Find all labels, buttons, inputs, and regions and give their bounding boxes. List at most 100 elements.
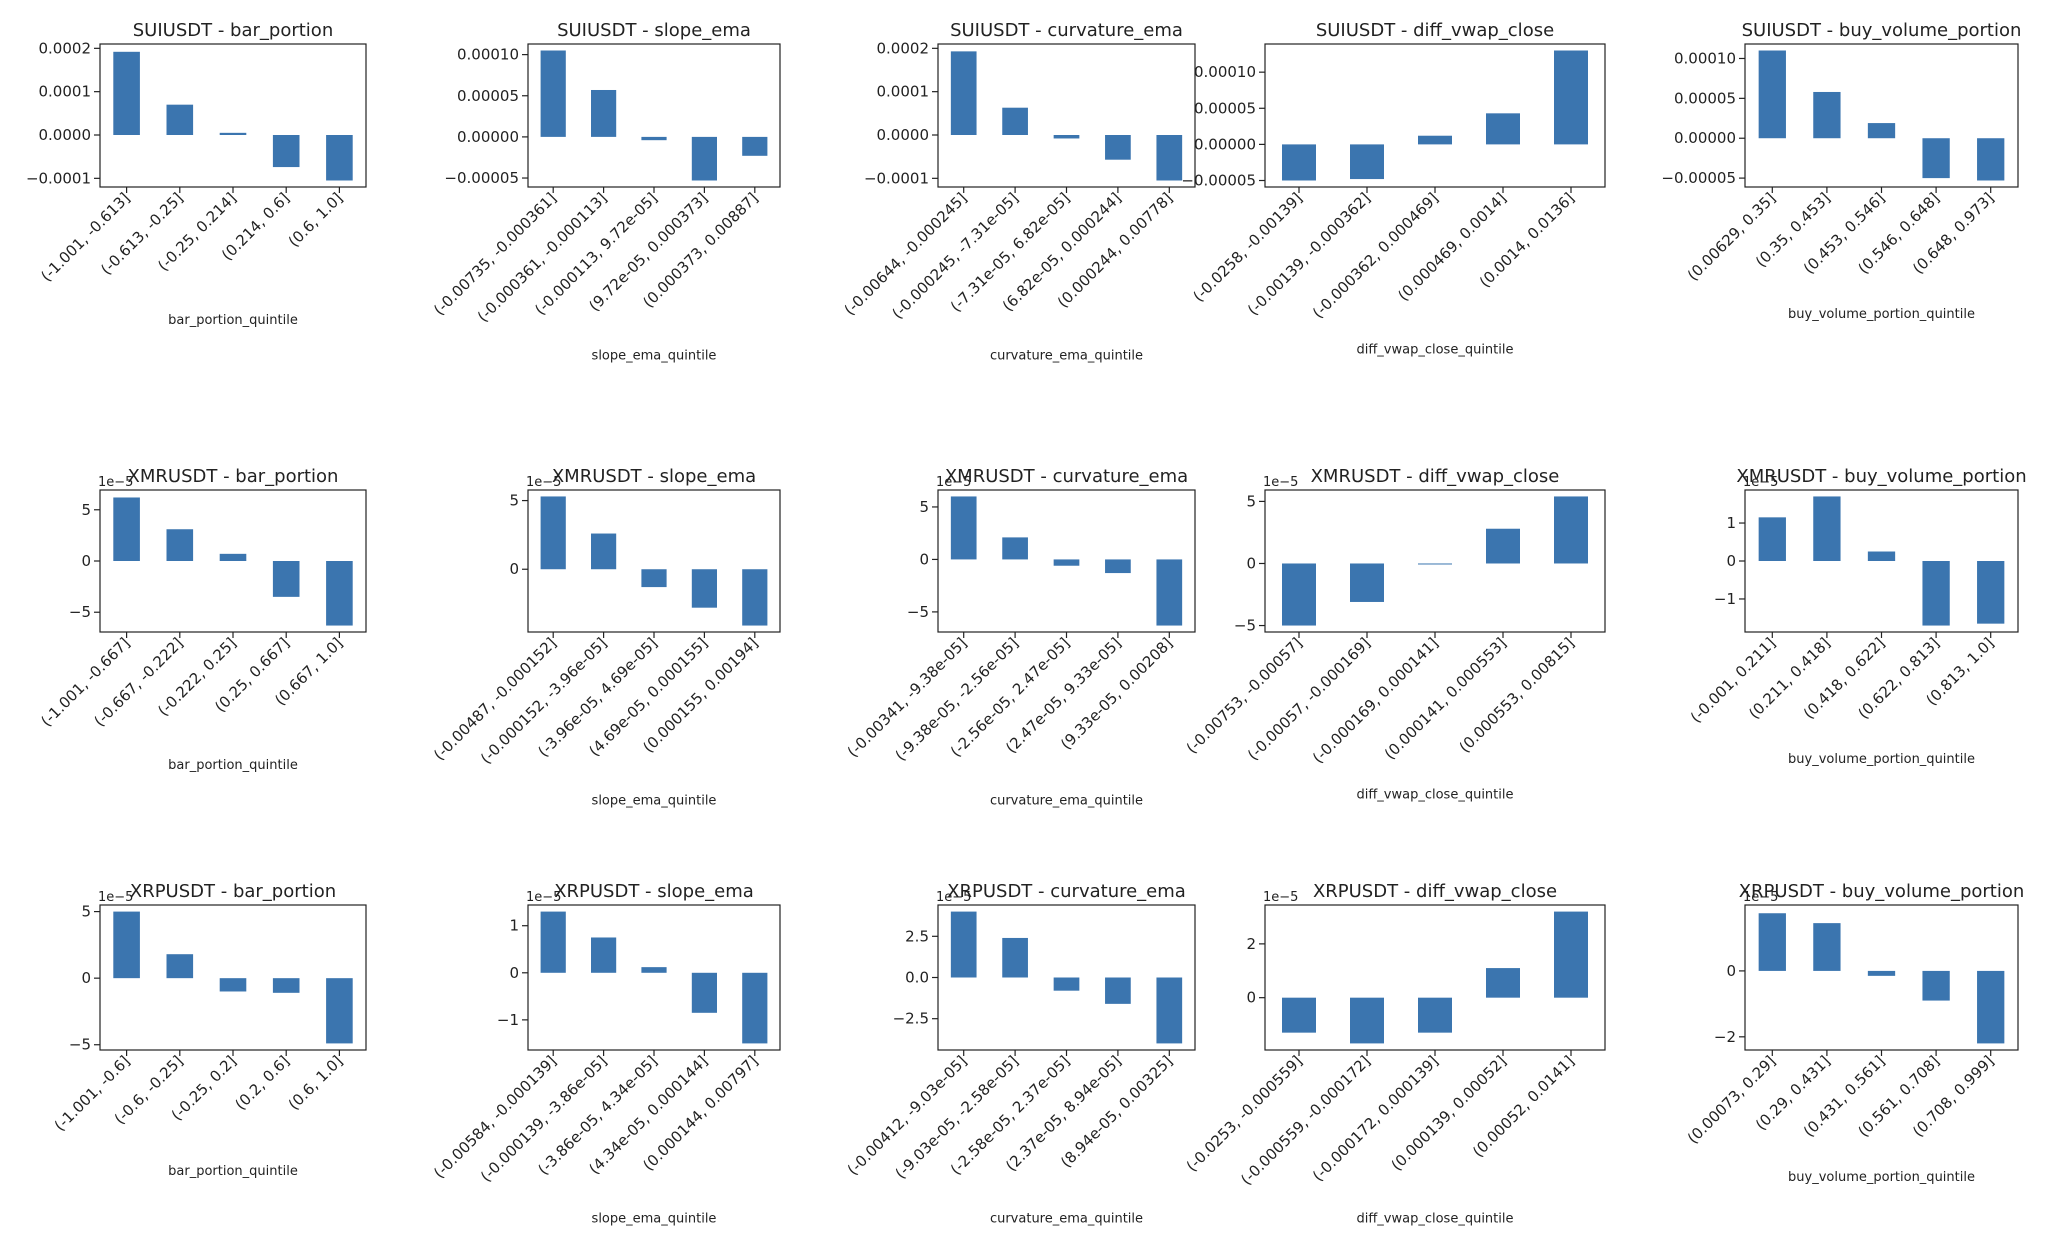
y-tick-label: 0.0001 [39,83,92,101]
chart-panel: 0.00010 0.00005 0.00000 −0.00005(-0.0258, -… [1181,20,1606,358]
bar [1867,551,1896,561]
bar [1156,977,1183,1044]
chart-title: XMRUSDT - bar_portion [128,466,339,487]
bar [591,533,617,570]
x-axis-label: buy_volume_portion_quintile [1788,1170,1975,1185]
chart-panel: 0.0002 0.0001 0.0000 −0.0001 (-1.001, -0.613… [26,20,367,328]
bar [641,136,667,141]
bar [742,972,768,1044]
y-tick-label: −1 [1714,590,1736,608]
bar [1922,138,1950,179]
bar [691,569,717,608]
y-tick-label: 0.00000 [457,128,519,146]
x-tick-label: (0.2, 0.6] [232,1052,293,1113]
y-tick-label: 5 [919,498,929,516]
bar [1813,923,1841,971]
x-axis-label: diff_vwap_close_quintile [1356,343,1513,358]
bar [272,135,300,168]
axis-exponent-label: 1e−5 [1263,475,1298,490]
chart-panel: 50−51e−5(-0.00341, -9.38e-05](-9.38e-05,… [844,466,1196,809]
axis-exponent-label: 1e−5 [936,475,971,490]
y-tick-label: −1 [497,1011,519,1029]
bar [1554,911,1588,998]
x-tick-label: (-0.000362, 0.000469] [1309,189,1442,322]
bar [1350,144,1384,180]
y-tick-label: 0.00000 [1194,135,1256,153]
bar [641,569,667,588]
chart-title: SUIUSDT - slope_ema [557,20,751,41]
bar [742,569,768,626]
bar [1813,496,1841,561]
chart-title: XMRUSDT - diff_vwap_close [1311,466,1560,487]
y-tick-label: −5 [69,603,91,621]
bar [1758,50,1786,139]
x-tick-label: (0.6, 1.0] [285,1052,346,1113]
chart-title: SUIUSDT - bar_portion [133,20,333,41]
bar [950,51,977,136]
bar [1156,135,1183,181]
x-axis-label: slope_ema_quintile [592,794,717,809]
chart-panel: 50−51e−5(-1.001, -0.667](-0.667, -0.222]… [37,466,367,773]
axis-exponent-label: 1e−5 [98,475,133,490]
x-tick-label: (0.000553, 0.00815] [1456,634,1578,756]
y-tick-label: 0.0002 [39,39,92,57]
x-axis-label: curvature_ema_quintile [990,794,1143,809]
y-tick-label: 0.0000 [877,126,930,144]
bar [1977,970,2005,1044]
bar [166,104,194,135]
y-tick-label: 0 [81,552,91,570]
bar [326,135,353,181]
y-tick-label: 1 [1726,514,1736,532]
axis-exponent-label: 1e−5 [1743,890,1778,905]
bar [1554,50,1588,145]
x-axis-label: curvature_ema_quintile [990,349,1143,364]
bar [591,937,617,973]
chart-title: XRPUSDT - buy_volume_portion [1739,881,2025,902]
y-tick-label: 2.5 [905,927,929,945]
y-tick-label: 0.00010 [1194,63,1256,81]
bar [950,496,977,560]
bar [1922,970,1950,1001]
chart-panel: 10−11e−5(-0.001, 0.211](0.211, 0.418](0.… [1687,466,2027,767]
bar [1350,563,1384,602]
x-axis-label: bar_portion_quintile [168,1164,298,1179]
axis-exponent-label: 1e−5 [98,890,133,905]
bar [1053,559,1080,566]
y-tick-label: 0 [1246,554,1256,572]
y-tick-label: −5 [1234,617,1256,635]
bar [1105,559,1131,574]
bar [641,967,667,973]
bar [950,911,977,978]
bar [1418,997,1452,1033]
y-tick-label: 0 [1726,962,1736,980]
chart-title: XMRUSDT - slope_ema [552,466,756,487]
bar [1350,997,1384,1044]
x-tick-label: (0.000141, 0.000553] [1381,634,1510,763]
bar [219,978,247,992]
chart-panel: 0.000100.000050.00000−0.00005(-0.00735, … [430,20,781,364]
x-tick-label: (-0.00139, -0.000362] [1244,189,1374,319]
y-tick-label: 0.00005 [1674,89,1736,107]
x-axis-label: slope_ema_quintile [592,1212,717,1227]
chart-panel: 0−21e−5(0.00073, 0.29](0.29, 0.431](0.43… [1684,881,2024,1185]
x-tick-label: (-0.000169, 0.000141] [1309,634,1442,767]
bar [1867,970,1896,976]
chart-title: XRPUSDT - diff_vwap_close [1313,881,1557,902]
bar [1282,997,1316,1033]
chart-title: XMRUSDT - curvature_ema [945,466,1188,487]
bar [691,972,717,1013]
axis-exponent-label: 1e−5 [526,890,561,905]
bar [1156,559,1183,626]
y-tick-label: 0 [1726,552,1736,570]
bar [1002,537,1028,560]
bar [1758,913,1786,971]
y-tick-label: −5 [69,1036,91,1054]
bar [1486,968,1520,998]
y-tick-label: 1 [509,917,519,935]
y-tick-label: −5 [907,603,929,621]
x-tick-label: (-1.001, -0.613] [37,189,133,285]
x-tick-label: (-0.0258, -0.00139] [1189,189,1305,305]
bar [540,50,566,137]
